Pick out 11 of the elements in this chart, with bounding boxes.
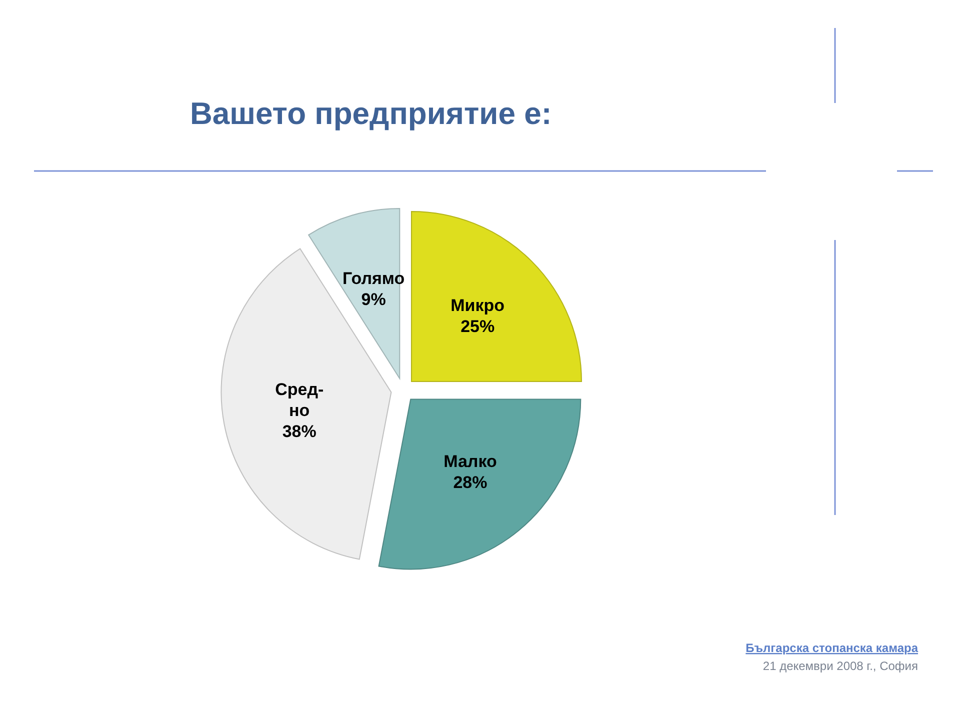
slice-label: Микро (450, 296, 505, 315)
text: Българска стопанска камара (746, 641, 918, 655)
data-label: 38% (282, 422, 316, 441)
data-label: 25% (460, 316, 495, 336)
data-label: 9% (361, 290, 386, 310)
slice-label: Сред- но (275, 380, 324, 420)
chart-title: Вашето предприятие е: (190, 96, 552, 131)
slice-label: Голямо (342, 269, 405, 288)
slice-label: Малко (444, 452, 497, 471)
text: 21 декември 2008 г., София (762, 659, 918, 673)
data-label: 28% (453, 472, 488, 492)
